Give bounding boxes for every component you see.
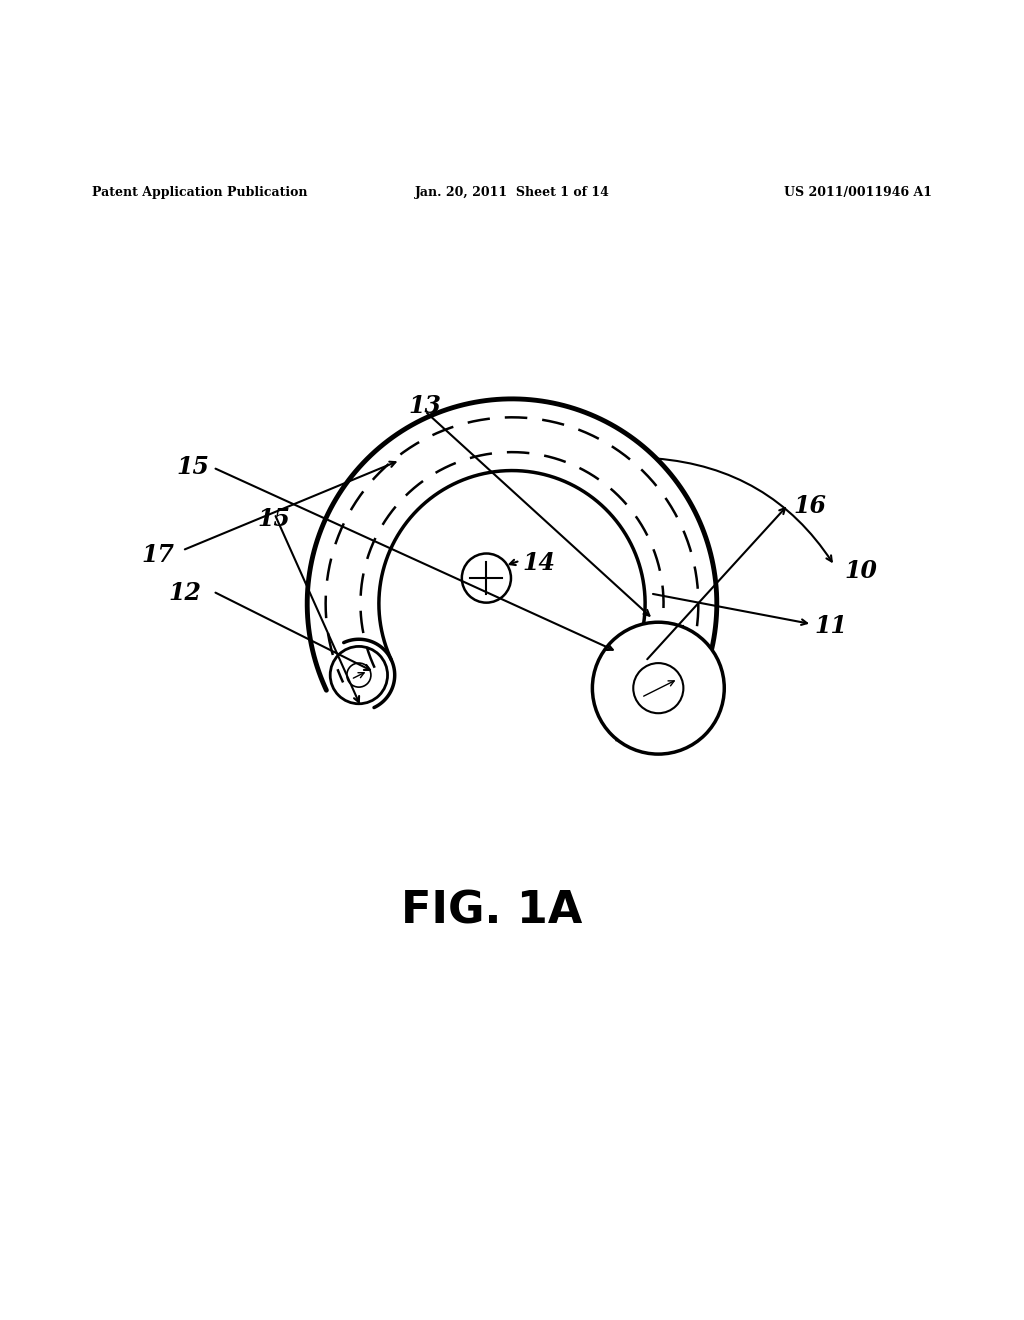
Text: 17: 17: [141, 543, 174, 566]
Text: 10: 10: [845, 558, 878, 583]
Text: 15: 15: [177, 455, 210, 479]
Text: 16: 16: [794, 495, 826, 519]
Text: 14: 14: [522, 550, 555, 574]
Text: 12: 12: [169, 581, 202, 606]
Text: 11: 11: [814, 614, 847, 638]
Text: 15: 15: [258, 507, 291, 531]
Text: US 2011/0011946 A1: US 2011/0011946 A1: [783, 186, 932, 199]
Text: 13: 13: [409, 395, 441, 418]
Text: Jan. 20, 2011  Sheet 1 of 14: Jan. 20, 2011 Sheet 1 of 14: [415, 186, 609, 199]
Text: FIG. 1A: FIG. 1A: [400, 890, 583, 932]
Text: Patent Application Publication: Patent Application Publication: [92, 186, 307, 199]
Circle shape: [592, 622, 724, 754]
